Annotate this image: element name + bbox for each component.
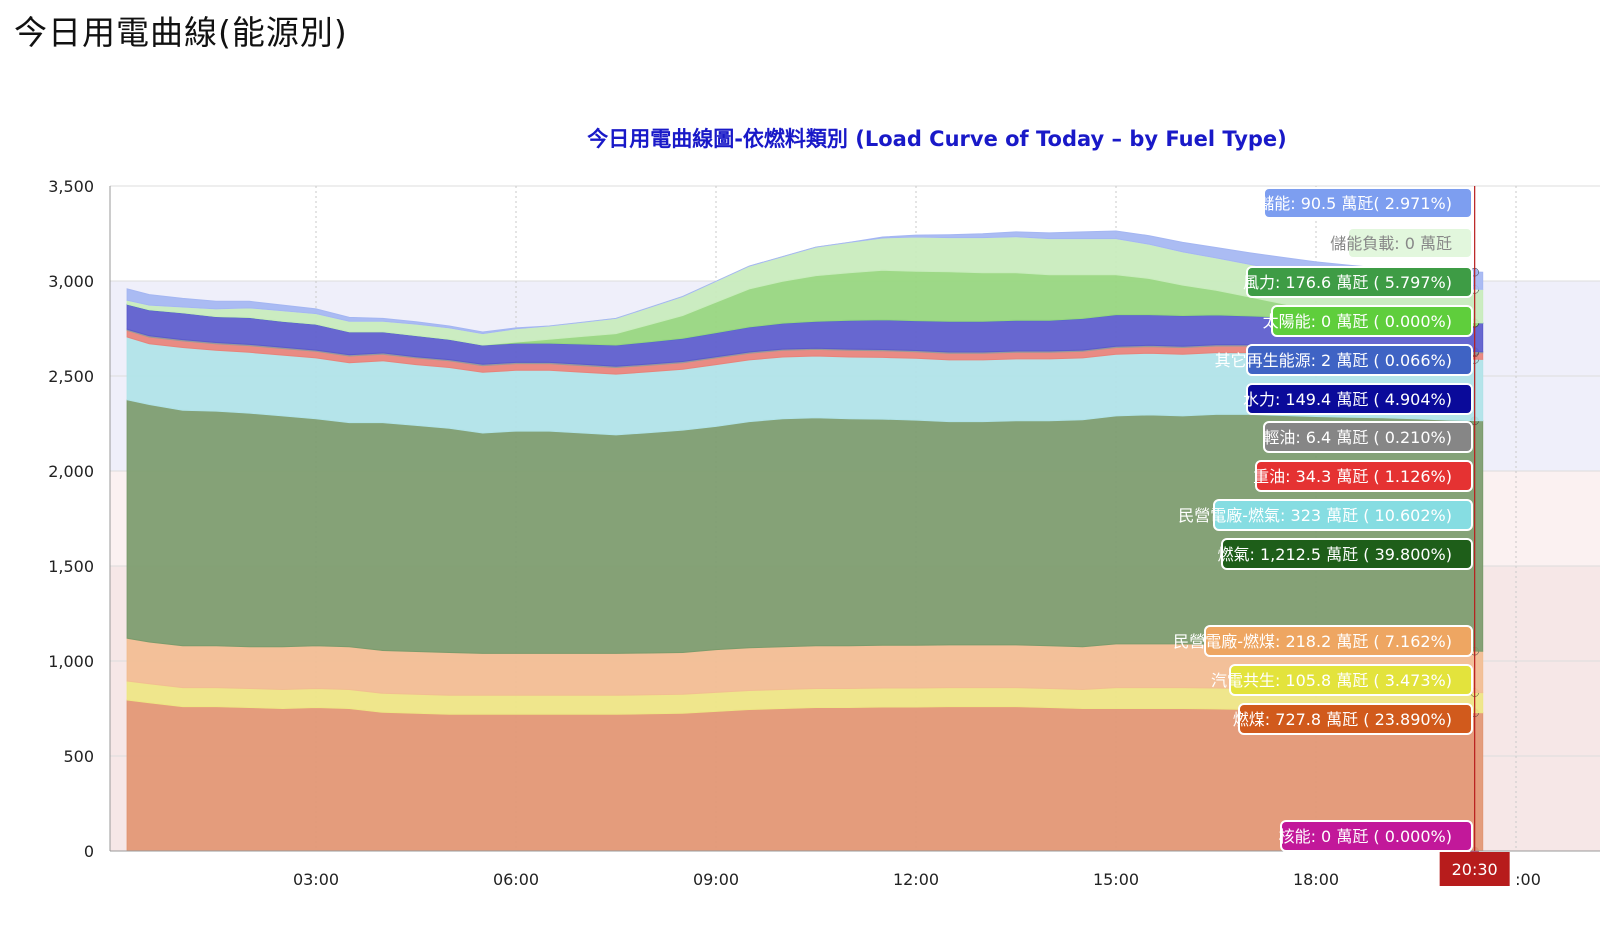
tooltip-text: 儲能負載: 0 萬瓩 (1330, 234, 1452, 253)
x-tick-label: 06:00 (493, 870, 539, 889)
tooltip-7: 重油: 34.3 萬瓩 ( 1.126%) (1253, 460, 1473, 492)
tooltip-box (1204, 625, 1473, 657)
tooltip-text: 重油: 34.3 萬瓩 ( 1.126%) (1253, 467, 1452, 486)
tooltip-3: 太陽能: 0 萬瓩 ( 0.000%) (1263, 305, 1473, 337)
tooltip-box (1246, 266, 1473, 298)
tooltip-13: 核能: 0 萬瓩 ( 0.000%) (1279, 820, 1473, 852)
y-tick-label: 3,000 (48, 272, 94, 291)
page-title: 今日用電曲線(能源別) (14, 13, 348, 52)
tooltip-1: 儲能負載: 0 萬瓩 (1330, 227, 1473, 259)
tooltip-box (1221, 538, 1473, 570)
cursor: 20:30 (1439, 186, 1510, 886)
tooltip-0: 儲能: 90.5 萬瓩( 2.971%) (1258, 187, 1473, 219)
cursor-time-label: 20:30 (1452, 860, 1498, 879)
tooltip-box (1280, 820, 1473, 852)
y-tick-label: 1,500 (48, 557, 94, 576)
tooltip-box (1347, 227, 1473, 259)
tooltip-box (1263, 187, 1473, 219)
y-tick-label: 2,000 (48, 462, 94, 481)
tooltip-text: 儲能: 90.5 萬瓩( 2.971%) (1258, 194, 1452, 213)
tooltip-9: 燃氣: 1,212.5 萬瓩 ( 39.800%) (1218, 538, 1473, 570)
tooltip-text: 燃氣: 1,212.5 萬瓩 ( 39.800%) (1218, 545, 1452, 564)
tooltip-box (1213, 499, 1473, 531)
chart-title: 今日用電曲線圖-依燃料類別 (Load Curve of Today – by … (587, 127, 1287, 151)
tooltip-box (1263, 421, 1473, 453)
y-tick-label: 3,500 (48, 177, 94, 196)
x-tick-label: 18:00 (1293, 870, 1339, 889)
tooltip-text: 核能: 0 萬瓩 ( 0.000%) (1279, 827, 1452, 846)
tooltip-text: 民營電廠-燃煤: 218.2 萬瓩 ( 7.162%) (1173, 632, 1452, 651)
tooltip-text: 燃煤: 727.8 萬瓩 ( 23.890%) (1233, 710, 1452, 729)
tooltip-2: 風力: 176.6 萬瓩 ( 5.797%) (1243, 266, 1473, 298)
x-tick-label: 15:00 (1093, 870, 1139, 889)
tooltip-10: 民營電廠-燃煤: 218.2 萬瓩 ( 7.162%) (1173, 625, 1473, 657)
y-tick-label: 1,000 (48, 652, 94, 671)
x-tick-label: 09:00 (693, 870, 739, 889)
tooltip-box (1229, 664, 1473, 696)
tooltip-text: 太陽能: 0 萬瓩 ( 0.000%) (1263, 312, 1452, 331)
y-tick-label: 0 (84, 842, 94, 861)
tooltip-text: 水力: 149.4 萬瓩 ( 4.904%) (1243, 390, 1452, 409)
x-tick-label: 12:00 (893, 870, 939, 889)
y-tick-label: 2,500 (48, 367, 94, 386)
tooltip-12: 燃煤: 727.8 萬瓩 ( 23.890%) (1233, 703, 1473, 735)
tooltip-box (1238, 703, 1473, 735)
tooltip-text: 汽電共生: 105.8 萬瓩 ( 3.473%) (1211, 671, 1452, 690)
tooltip-text: 民營電廠-燃氣: 323 萬瓩 ( 10.602%) (1178, 506, 1452, 525)
x-tick-label: 03:00 (293, 870, 339, 889)
tooltip-text: 其它再生能源: 2 萬瓩 ( 0.066%) (1215, 351, 1452, 370)
tooltip-6: 輕油: 6.4 萬瓩 ( 0.210%) (1263, 421, 1473, 453)
tooltip-box (1271, 305, 1473, 337)
tooltip-box (1246, 344, 1473, 376)
cursor-time-badge (1439, 852, 1510, 886)
series-area-13[interactable] (126, 230, 1484, 335)
tooltip-4: 其它再生能源: 2 萬瓩 ( 0.066%) (1215, 344, 1473, 376)
tooltip-box (1246, 383, 1473, 415)
tooltip-text: 風力: 176.6 萬瓩 ( 5.797%) (1243, 273, 1452, 292)
tooltip-11: 汽電共生: 105.8 萬瓩 ( 3.473%) (1211, 664, 1473, 696)
tooltip-5: 水力: 149.4 萬瓩 ( 4.904%) (1243, 383, 1473, 415)
axes: 0 500 1,000 1,500 2,000 2,500 3,000 3,500 03:00 0… (48, 177, 1600, 889)
tooltip-box (1255, 460, 1473, 492)
y-tick-label: 500 (63, 747, 94, 766)
tooltip-text: 輕油: 6.4 萬瓩 ( 0.210%) (1263, 428, 1452, 447)
x-tick-label: :00 (1515, 870, 1541, 889)
tooltip-8: 民營電廠-燃氣: 323 萬瓩 ( 10.602%) (1178, 499, 1473, 531)
